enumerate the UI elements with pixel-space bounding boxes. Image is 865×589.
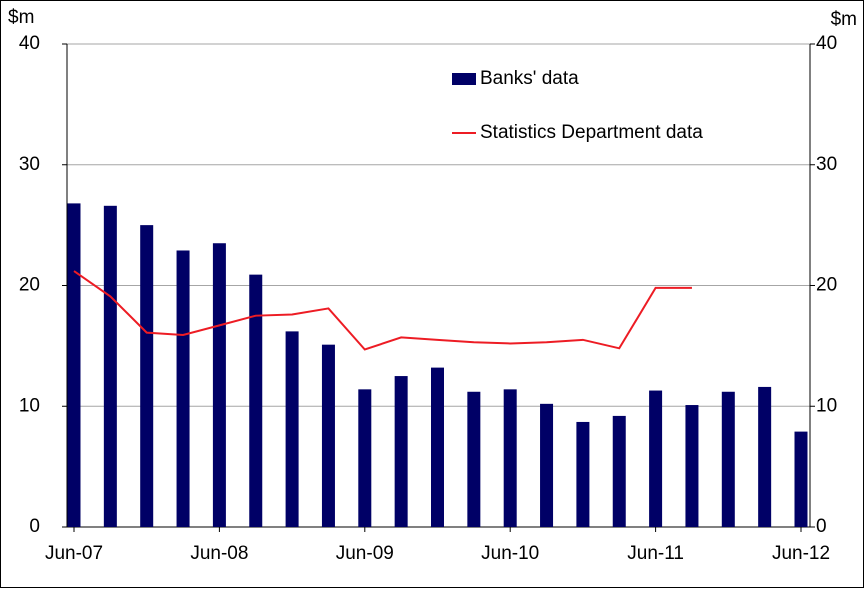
x-tick-label: Jun-12: [772, 543, 830, 564]
x-tick-label: Jun-11: [627, 543, 684, 564]
y-axis-label: $m: [8, 7, 34, 28]
bar: [321, 344, 335, 527]
y2-tick-label: 0: [816, 516, 827, 537]
bar: [358, 389, 372, 527]
bar: [612, 415, 626, 527]
legend-label: Banks' data: [480, 68, 579, 89]
bar: [794, 431, 808, 527]
bar: [103, 205, 117, 527]
bar: [721, 391, 735, 527]
legend-swatch: [452, 73, 476, 85]
x-tick-label: Jun-08: [190, 543, 248, 564]
y-tick-label: 20: [19, 275, 40, 296]
y2-tick-label: 30: [816, 154, 837, 175]
bar: [285, 331, 299, 527]
bar: [503, 389, 517, 527]
x-tick-label: Jun-09: [336, 543, 394, 564]
y2-tick-label: 10: [816, 395, 837, 416]
bar: [249, 274, 263, 527]
bar: [576, 421, 590, 527]
bar: [467, 391, 481, 527]
y-tick-label: 30: [19, 154, 40, 175]
y2-axis-label: $m: [831, 9, 857, 30]
x-tick-label: Jun-07: [45, 543, 103, 564]
line: [73, 270, 692, 351]
bar: [394, 376, 408, 527]
bar: [540, 403, 554, 527]
y-tick-label: 0: [29, 516, 40, 537]
bar: [176, 250, 190, 528]
bar: [649, 390, 663, 527]
bar: [431, 367, 444, 527]
y-tick-label: 10: [19, 395, 40, 416]
bar: [140, 225, 154, 527]
bar: [212, 243, 226, 528]
y2-tick-label: 20: [816, 275, 837, 296]
bar: [758, 386, 772, 527]
bar: [67, 203, 81, 527]
y-tick-label: 40: [19, 33, 40, 54]
y2-tick-label: 40: [816, 33, 837, 54]
x-tick-label: Jun-10: [481, 543, 539, 564]
legend-label: Statistics Department data: [480, 122, 703, 143]
bar: [685, 405, 699, 527]
